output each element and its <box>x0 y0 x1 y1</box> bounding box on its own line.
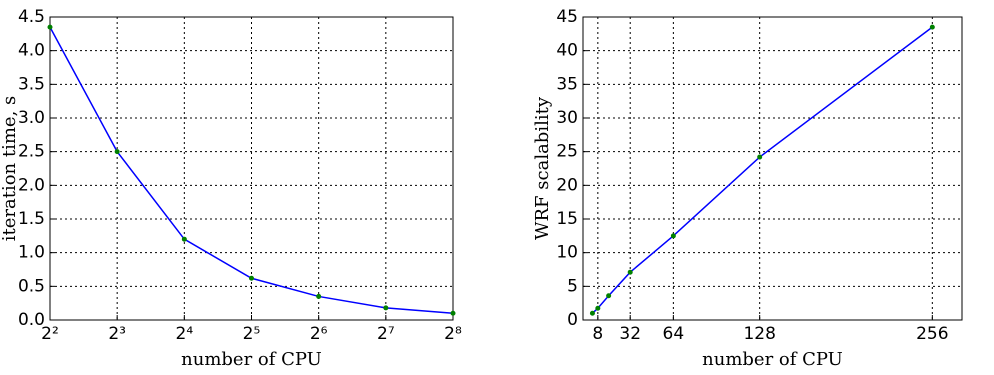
marker <box>595 305 601 311</box>
marker <box>606 293 612 299</box>
y-tick-label: 0.5 <box>18 276 45 296</box>
x-tick-label: 256 <box>916 324 948 344</box>
plot-frame <box>49 16 454 321</box>
y-tick-label: 10 <box>556 243 578 263</box>
marker <box>929 24 935 30</box>
y-tick-label: 1.5 <box>18 209 45 229</box>
y-tick-label: 15 <box>556 209 578 229</box>
marker <box>249 275 254 281</box>
y-tick-label: 5 <box>567 276 578 296</box>
marker <box>114 149 120 155</box>
x-tick-label: 2⁶ <box>310 324 328 344</box>
y-tick-label: 2.0 <box>18 175 45 195</box>
y-tick-label: 4.5 <box>18 7 45 27</box>
y-tick-label: 40 <box>556 41 578 61</box>
y-tick-label: 35 <box>556 74 578 94</box>
line <box>49 26 454 315</box>
y-tick-label: 0.0 <box>18 310 45 330</box>
y-axis-label: iteration time, s <box>0 96 20 242</box>
x-tick-label: 2⁸ <box>444 324 462 344</box>
y-axis-label: WRF scalability <box>532 96 553 240</box>
x-tick-label: 64 <box>663 324 685 344</box>
y-tick-label: 4.0 <box>18 41 45 61</box>
x-tick-label: 128 <box>743 324 775 344</box>
marker <box>181 236 187 242</box>
marker <box>47 24 53 30</box>
marker <box>450 310 456 316</box>
x-tick-label: 2³ <box>108 324 126 344</box>
plot-frame <box>582 16 963 321</box>
y-tick-label: 3.0 <box>18 108 45 128</box>
x-tick-label: 8 <box>592 324 603 344</box>
marker <box>383 305 389 311</box>
y-tick-label: 1.0 <box>18 243 45 263</box>
x-tick-label: 2² <box>41 324 59 344</box>
y-tick-label: 20 <box>556 175 578 195</box>
marker <box>627 269 633 275</box>
x-tick-label: 2⁷ <box>377 324 395 344</box>
x-axis-label: number of CPU <box>181 349 322 370</box>
marker <box>670 233 676 239</box>
x-axis-label: number of CPU <box>702 349 843 370</box>
y-tick-label: 2.5 <box>18 142 45 162</box>
y-tick-label: 30 <box>556 108 578 128</box>
x-tick-label: 2⁴ <box>176 324 194 344</box>
x-tick-label: 2⁵ <box>243 324 261 344</box>
marker <box>316 293 322 299</box>
line <box>591 26 933 314</box>
y-tick-label: 3.5 <box>18 74 45 94</box>
y-tick-label: 25 <box>556 142 578 162</box>
y-tick-label: 0 <box>567 310 578 330</box>
x-tick-label: 32 <box>619 324 641 344</box>
y-tick-label: 45 <box>556 7 578 27</box>
marker <box>589 310 595 316</box>
marker <box>757 154 763 160</box>
